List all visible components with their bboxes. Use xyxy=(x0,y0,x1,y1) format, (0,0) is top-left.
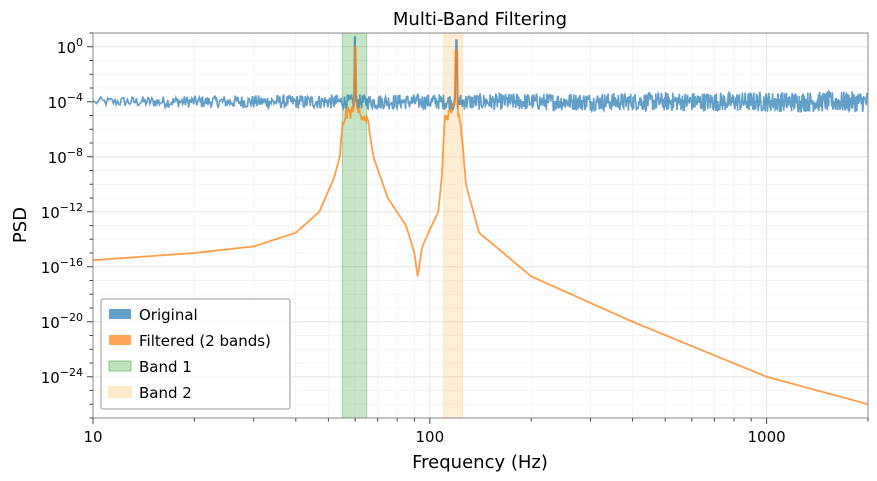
legend-label: Band 2 xyxy=(139,384,192,402)
legend: Original Filtered (2 bands) Band 1 Band 2 xyxy=(100,298,291,410)
y-tick-label: 10−12 xyxy=(41,201,83,222)
x-axis-label: Frequency (Hz) xyxy=(412,452,548,473)
band-2-region xyxy=(443,32,463,419)
legend-label: Band 1 xyxy=(139,358,192,376)
y-tick-label: 10−16 xyxy=(41,256,83,277)
legend-label: Filtered (2 bands) xyxy=(139,332,271,350)
x-tick-label: 100 xyxy=(415,428,444,446)
series-original-line xyxy=(92,36,869,114)
x-tick-label: 1000 xyxy=(748,428,786,446)
legend-swatch xyxy=(108,386,132,398)
legend-swatch xyxy=(108,360,132,372)
y-tick-label: 100 xyxy=(57,36,83,57)
legend-box xyxy=(100,298,291,410)
y-axis-label: PSD xyxy=(10,207,31,243)
legend-swatch xyxy=(109,309,131,319)
y-tick-label: 10−4 xyxy=(48,91,83,112)
y-tick-label: 10−24 xyxy=(41,366,83,387)
series-filtered-line xyxy=(92,45,869,406)
plot-area: 10 100 1000 100 10−4 10−8 10−12 10−16 10−20 10−24… xyxy=(41,32,869,446)
legend-swatch xyxy=(109,335,131,345)
x-tick-label: 10 xyxy=(83,428,102,446)
y-tick-label: 10−8 xyxy=(48,146,83,167)
y-tick-label: 10−20 xyxy=(41,311,83,332)
legend-label: Original xyxy=(139,306,198,324)
chart-title: Multi-Band Filtering xyxy=(393,9,567,30)
